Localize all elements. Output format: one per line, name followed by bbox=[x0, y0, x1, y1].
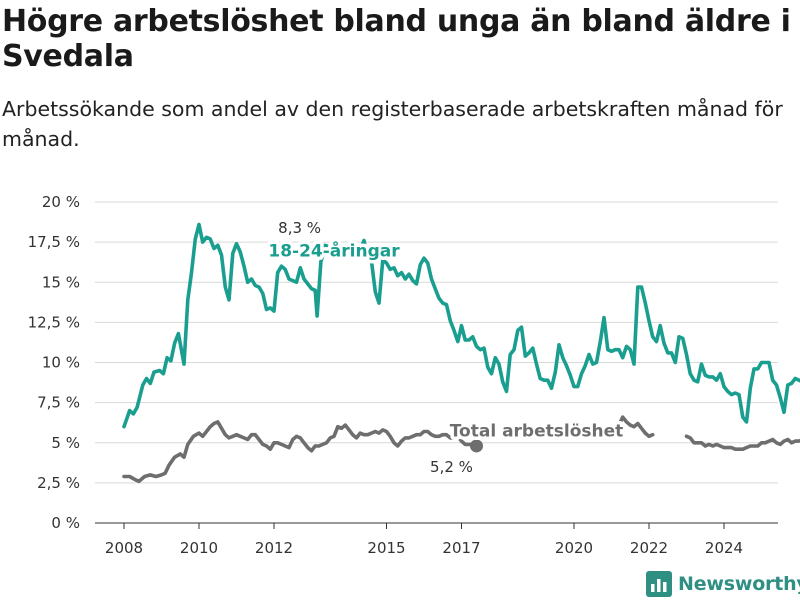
bar-chart-icon bbox=[646, 571, 672, 597]
page-title: Högre arbetslöshet bland unga än bland ä… bbox=[2, 4, 791, 74]
y-tick-label: 0 % bbox=[51, 514, 80, 532]
youth-unemployment-line bbox=[122, 222, 327, 429]
series-labels: 8,3 % 5,2 % 18-24-åringar Total arbetslöshe… bbox=[265, 219, 627, 476]
youth-end-marker bbox=[318, 243, 332, 257]
x-tick-label: 2010 bbox=[180, 539, 218, 557]
total-unemployment-line bbox=[684, 434, 800, 451]
total-end-label: 5,2 % bbox=[430, 458, 473, 476]
y-tick-label: 17,5 % bbox=[28, 233, 80, 251]
total-series-label: Total arbetslöshet bbox=[450, 421, 624, 441]
x-tick-label: 2017 bbox=[442, 539, 480, 557]
y-tick-label: 5 % bbox=[51, 434, 80, 452]
brand-name: Newsworthy bbox=[678, 573, 800, 595]
y-axis-ticks: 0 % 2,5 % 5 % 7,5 % 10 % 12,5 % 15 % 17,5 % 20 % bbox=[28, 193, 80, 532]
x-tick-label: 2022 bbox=[630, 539, 668, 557]
total-unemployment-line bbox=[609, 415, 655, 439]
y-tick-label: 7,5 % bbox=[37, 394, 80, 412]
series-lines bbox=[122, 222, 800, 484]
x-tick-label: 2020 bbox=[555, 539, 593, 557]
y-tick-label: 15 % bbox=[42, 273, 80, 291]
grid-layer bbox=[95, 201, 778, 524]
chart-subtitle: Arbetssökande som andel av den registerb… bbox=[2, 97, 783, 151]
total-unemployment-line bbox=[122, 420, 479, 484]
y-tick-label: 10 % bbox=[42, 354, 80, 372]
total-end-marker bbox=[470, 439, 483, 453]
x-tick-label: 2024 bbox=[705, 539, 743, 557]
youth-unemployment-line bbox=[358, 238, 800, 424]
x-tick-label: 2015 bbox=[367, 539, 405, 557]
x-axis-ticks: 2008 2010 2012 2015 2017 2020 2022 2024 bbox=[105, 523, 743, 557]
youth-series-label: 18-24-åringar bbox=[268, 240, 400, 262]
x-tick-label: 2012 bbox=[255, 539, 293, 557]
x-tick-label: 2008 bbox=[105, 539, 143, 557]
y-tick-label: 2,5 % bbox=[37, 474, 80, 492]
y-tick-label: 12,5 % bbox=[28, 313, 80, 331]
youth-end-label: 8,3 % bbox=[278, 219, 321, 237]
y-tick-label: 20 % bbox=[42, 193, 80, 211]
newsworthy-brand: Newsworthy bbox=[646, 569, 800, 599]
